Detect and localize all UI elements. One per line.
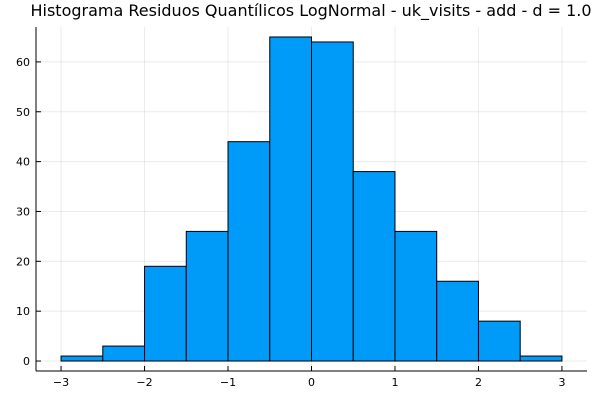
- y-tick-label: 30: [16, 205, 30, 218]
- histogram-bar: [519, 355, 563, 362]
- histogram-bars: [60, 36, 563, 362]
- histogram-bar: [60, 355, 104, 362]
- y-tick-label: 60: [16, 56, 30, 69]
- x-tick-label: 1: [391, 376, 398, 389]
- x-tick-label: 2: [475, 376, 482, 389]
- histogram-bar: [144, 265, 187, 362]
- chart-title: Histograma Residuos Quantílicos LogNorma…: [30, 1, 591, 21]
- x-tick-label: −2: [136, 376, 152, 389]
- histogram-bar: [227, 141, 271, 362]
- y-tick-label: 20: [16, 255, 30, 268]
- y-tick-label: 0: [23, 355, 30, 368]
- y-tick-label: 50: [16, 106, 30, 119]
- y-tick-label: 40: [16, 156, 30, 169]
- x-tick-label: −1: [220, 376, 236, 389]
- x-tick-label: 3: [558, 376, 565, 389]
- histogram-bar: [394, 230, 438, 362]
- histogram-bar: [269, 36, 312, 362]
- x-tick-label: −3: [53, 376, 69, 389]
- histogram-bar: [352, 171, 396, 362]
- y-tick-label: 10: [16, 305, 30, 318]
- histogram-bar: [311, 41, 354, 362]
- axes: [35, 27, 587, 372]
- histogram-bar: [185, 230, 229, 362]
- histogram-bar: [477, 320, 521, 362]
- histogram-bar: [436, 280, 479, 362]
- histogram-bar: [102, 345, 146, 362]
- x-tick-label: 0: [308, 376, 315, 389]
